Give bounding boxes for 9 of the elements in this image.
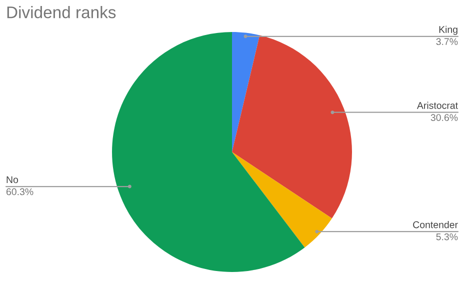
slice-label: No — [6, 176, 18, 184]
data-label: 3.7% — [436, 38, 458, 46]
data-label: 5.3% — [436, 233, 458, 240]
data-label: 60.3% — [6, 188, 34, 196]
data-label: 30.6% — [430, 114, 458, 122]
slice-label: King — [439, 26, 458, 35]
chart-title: Dividend ranks — [7, 6, 116, 18]
slice-label: Contender — [413, 221, 458, 228]
slice-label: Aristocrat — [416, 102, 458, 109]
